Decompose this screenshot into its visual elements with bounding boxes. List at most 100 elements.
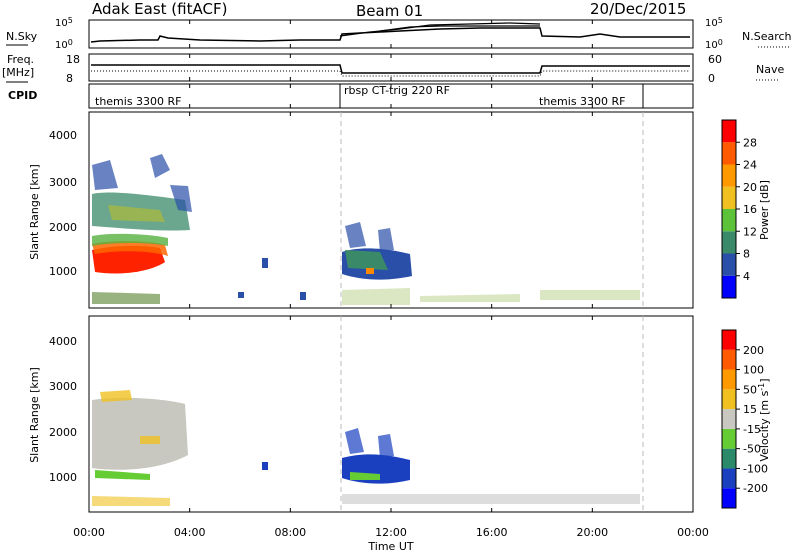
velocity-colorbar-label: Velocity [m s-1] — [757, 378, 771, 461]
power-echo-upper-yellow — [108, 205, 165, 222]
power-echo-orange-spot — [366, 268, 374, 274]
velocity-echo-midnight-green — [350, 472, 380, 480]
nsearch-trace — [339, 22, 541, 37]
velocity-colorbar-cells — [722, 330, 736, 508]
velocity-colorbar-frame — [721, 329, 737, 509]
freq-unit: [MHz] — [2, 66, 34, 79]
velocity-colorbar-ticks: -200 -100 -50 -15 15 50 100 200 — [736, 344, 768, 495]
station-title: Adak East (fitACF) — [92, 0, 227, 18]
power-colorbar: 4 8 12 16 20 24 28 Power [dB] — [721, 119, 771, 299]
nsearch-tick-bottom: 100 — [705, 38, 723, 51]
power-echo-near-range — [342, 288, 640, 305]
colorbar-tick-label: -200 — [743, 482, 768, 495]
velocity-colorbar: -200 -100 -50 -15 15 50 100 200 Velocity [m s-1… — [721, 329, 771, 509]
power-echo-midnight-green — [345, 250, 388, 270]
colorbar-cell — [722, 349, 736, 370]
cpid-label: CPID — [8, 89, 37, 102]
power-colorbar-label: Power [dB] — [758, 180, 771, 240]
velocity-ytick-1000: 1000 — [49, 471, 77, 484]
power-echo-green-band — [92, 233, 168, 246]
colorbar-cell — [722, 209, 736, 232]
velocity-ytick-2000: 2000 — [49, 426, 77, 439]
beam-title: Beam 01 — [356, 2, 423, 20]
velocity-echo-midnight-upper — [345, 428, 394, 458]
power-yticks: 1000 2000 3000 4000 — [49, 129, 77, 278]
colorbar-cell — [722, 120, 736, 143]
cpid-segment-1: themis 3300 RF — [95, 95, 182, 108]
velocity-echo-yellow — [100, 390, 160, 444]
velocity-echo-near-range — [342, 494, 640, 504]
power-colorbar-ticks: 4 8 12 16 20 24 28 — [736, 136, 757, 283]
colorbar-tick-label: 20 — [743, 181, 757, 194]
x-tick-label: 20:00 — [576, 526, 608, 539]
x-axis: 00:00 04:00 08:00 12:00 16:00 20:00 00:00 — [73, 20, 709, 539]
nave-tick-top: 60 — [708, 53, 722, 66]
colorbar-tick-label: 24 — [743, 159, 757, 172]
nsearch-label: N.Search — [742, 30, 792, 43]
colorbar-tick-label: 15 — [743, 403, 757, 416]
nsky-panel: N.Sky 105 100 105 100 N.Search — [6, 16, 792, 51]
cpid-panel: CPID themis 3300 RF rbsp CT-trig 220 RF … — [8, 83, 694, 109]
nave-trace — [91, 70, 690, 77]
nsky-tick-bottom: 100 — [55, 38, 73, 51]
velocity-echoes — [92, 390, 640, 506]
colorbar-cell — [722, 330, 736, 350]
colorbar-cell — [722, 369, 736, 390]
x-tick-label: 00:00 — [677, 526, 709, 539]
colorbar-cell — [722, 389, 736, 410]
velocity-yticks: 1000 2000 3000 4000 — [49, 335, 77, 484]
cpid-segment-3: themis 3300 RF — [539, 95, 626, 108]
freq-frame — [88, 53, 694, 82]
freq-panel: Freq. [MHz] 18 8 60 0 Nave — [2, 53, 784, 85]
power-colorbar-cells — [722, 120, 736, 298]
x-tick-label: 12:00 — [375, 526, 407, 539]
colorbar-tick-label: 4 — [743, 270, 750, 283]
power-ytick-3000: 3000 — [49, 176, 77, 189]
velocity-colorbar-label-end: ] — [758, 378, 771, 382]
colorbar-cell — [722, 253, 736, 276]
velocity-colorbar-label-sup: -1 — [757, 383, 766, 391]
power-echoes — [92, 154, 640, 305]
colorbar-cell — [722, 186, 736, 209]
colorbar-cell — [722, 448, 736, 469]
velocity-ylabel: Slant Range [km] — [28, 367, 41, 463]
nsky-tick-top: 105 — [55, 16, 73, 29]
colorbar-tick-label: 200 — [743, 344, 764, 357]
velocity-echo-isolated — [262, 462, 268, 470]
power-echo-core — [92, 245, 165, 274]
velocity-ytick-3000: 3000 — [49, 380, 77, 393]
colorbar-tick-label: 16 — [743, 203, 757, 216]
freq-tick-bottom: 8 — [66, 72, 73, 85]
colorbar-tick-label: 50 — [743, 383, 757, 396]
colorbar-tick-label: -100 — [743, 462, 768, 475]
colorbar-tick-label: -15 — [743, 423, 761, 436]
velocity-colorbar-label-main: Velocity [m s — [758, 390, 771, 461]
colorbar-tick-label: 12 — [743, 225, 757, 238]
x-tick-label: 08:00 — [274, 526, 306, 539]
colorbar-cell — [722, 231, 736, 254]
velocity-ytick-4000: 4000 — [49, 335, 77, 348]
velocity-echo-grey — [92, 397, 188, 470]
freq-tick-top: 18 — [66, 53, 80, 66]
x-tick-label: 04:00 — [174, 526, 206, 539]
power-echo-warm — [92, 241, 168, 256]
colorbar-tick-label: 28 — [743, 136, 757, 149]
power-echo-midnight-upper — [345, 222, 394, 252]
power-ytick-1000: 1000 — [49, 265, 77, 278]
nsky-trace — [90, 27, 690, 43]
power-ytick-2000: 2000 — [49, 221, 77, 234]
nsearch-trace-2 — [379, 25, 540, 32]
x-tick-label: 00:00 — [73, 526, 105, 539]
power-echo-near-range-left — [92, 292, 160, 304]
freq-label: Freq. — [7, 53, 34, 66]
colorbar-tick-label: 8 — [743, 248, 750, 261]
colorbar-cell — [722, 275, 736, 298]
x-tick-label: 16:00 — [476, 526, 508, 539]
colorbar-cell — [722, 409, 736, 429]
nsky-label: N.Sky — [6, 30, 38, 43]
power-echo-scatter — [92, 154, 192, 212]
colorbar-tick-label: -50 — [743, 443, 761, 456]
colorbar-tick-label: 100 — [743, 364, 764, 377]
velocity-echo-green — [95, 470, 150, 480]
